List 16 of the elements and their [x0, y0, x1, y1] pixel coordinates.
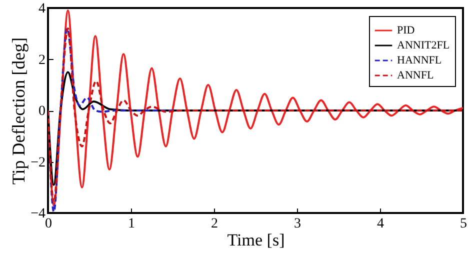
y-tick-label: 0 [38, 104, 46, 119]
y-tick-label: −4 [30, 206, 46, 222]
x-tick-label: 3 [294, 216, 301, 232]
legend-label: HANNFL [397, 54, 442, 66]
x-tick-label: 1 [128, 216, 135, 232]
x-axis-title: Time [s] [227, 230, 285, 250]
legend-label: ANNFL [397, 70, 434, 82]
y-tick-label: −2 [30, 155, 46, 170]
legend-label: ANNIT2FL [397, 40, 450, 52]
x-tick-label: 5 [460, 216, 467, 232]
y-tick-label: 4 [38, 2, 46, 16]
legend-label: PID [397, 24, 415, 36]
x-tick-label: 4 [377, 216, 384, 232]
y-tick-label: 2 [38, 52, 46, 68]
y-axis-title: Tip Deflection [deg] [8, 37, 29, 185]
x-tick-label: 2 [211, 216, 218, 232]
